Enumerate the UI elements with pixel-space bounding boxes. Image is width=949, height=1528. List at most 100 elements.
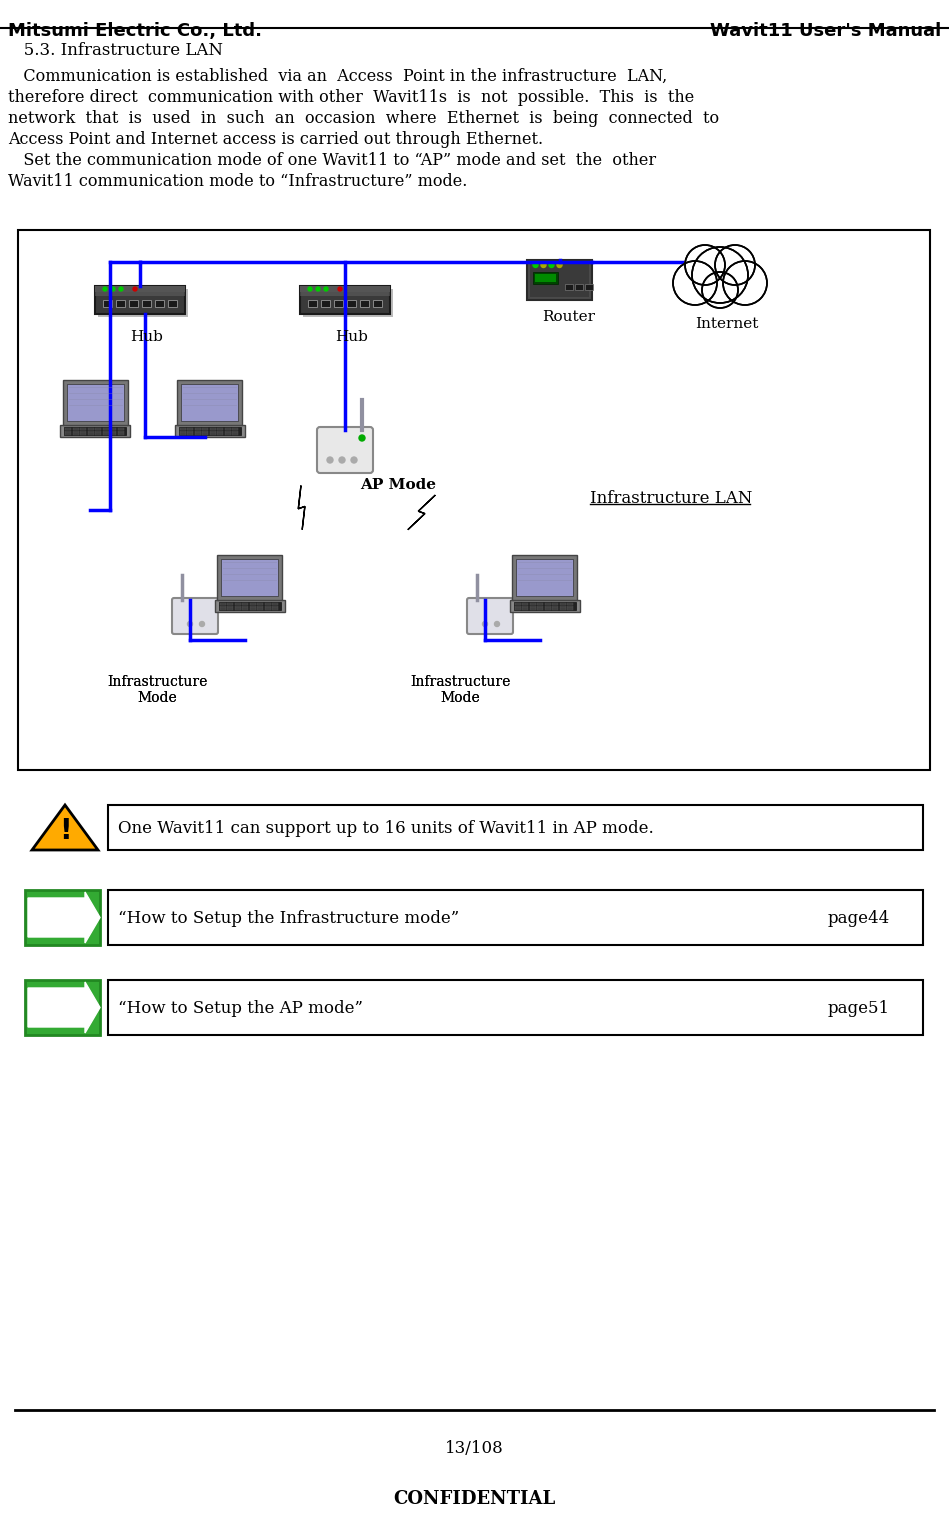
Circle shape bbox=[133, 287, 137, 290]
Bar bbox=[102, 428, 108, 429]
Text: !: ! bbox=[59, 817, 71, 845]
Bar bbox=[188, 428, 194, 429]
Bar bbox=[308, 299, 317, 307]
Bar bbox=[568, 604, 573, 605]
Bar bbox=[565, 284, 573, 290]
Bar bbox=[233, 432, 238, 435]
Bar bbox=[95, 428, 101, 429]
Bar bbox=[80, 432, 86, 435]
Bar bbox=[110, 431, 116, 432]
Bar bbox=[219, 602, 281, 610]
FancyBboxPatch shape bbox=[108, 805, 923, 850]
Bar bbox=[321, 299, 330, 307]
Text: Router: Router bbox=[542, 310, 595, 324]
FancyBboxPatch shape bbox=[317, 426, 373, 474]
Text: Access Point and Internet access is carried out through Ethernet.: Access Point and Internet access is carr… bbox=[8, 131, 543, 148]
Bar bbox=[514, 602, 576, 610]
Text: AP Mode: AP Mode bbox=[360, 478, 436, 492]
Bar bbox=[87, 428, 94, 429]
FancyBboxPatch shape bbox=[300, 286, 390, 313]
Bar bbox=[530, 604, 536, 605]
Bar bbox=[360, 299, 369, 307]
FancyBboxPatch shape bbox=[528, 260, 592, 299]
Bar bbox=[110, 432, 116, 435]
Circle shape bbox=[702, 272, 738, 309]
FancyBboxPatch shape bbox=[108, 979, 923, 1034]
Text: network  that  is  used  in  such  an  occasion  where  Ethernet  is  being  con: network that is used in such an occasion… bbox=[8, 110, 719, 127]
Bar bbox=[202, 428, 209, 429]
Bar bbox=[181, 384, 238, 422]
Circle shape bbox=[723, 261, 767, 306]
Bar bbox=[537, 604, 544, 605]
Bar bbox=[272, 605, 278, 608]
Bar bbox=[65, 428, 71, 429]
Polygon shape bbox=[298, 486, 305, 530]
Bar bbox=[80, 431, 86, 432]
Bar bbox=[95, 431, 101, 432]
Bar bbox=[535, 274, 556, 283]
Bar bbox=[515, 608, 521, 610]
Bar bbox=[243, 604, 249, 605]
Text: therefore direct  communication with other  Wavit11s  is  not  possible.  This  : therefore direct communication with othe… bbox=[8, 89, 695, 105]
Bar bbox=[530, 608, 536, 610]
FancyBboxPatch shape bbox=[175, 425, 245, 437]
Text: Hub: Hub bbox=[335, 330, 368, 344]
Bar bbox=[545, 605, 551, 608]
Text: “How to Setup the Infrastructure mode”: “How to Setup the Infrastructure mode” bbox=[118, 909, 459, 926]
Circle shape bbox=[316, 287, 320, 290]
Bar bbox=[233, 428, 238, 429]
Bar bbox=[515, 605, 521, 608]
Text: page44: page44 bbox=[828, 909, 890, 926]
Bar bbox=[585, 284, 593, 290]
Bar bbox=[217, 431, 224, 432]
FancyBboxPatch shape bbox=[95, 286, 185, 313]
Bar bbox=[233, 431, 238, 432]
Polygon shape bbox=[32, 805, 98, 850]
Bar bbox=[552, 608, 559, 610]
Bar bbox=[235, 604, 241, 605]
Text: Wavit11 User's Manual: Wavit11 User's Manual bbox=[710, 21, 941, 40]
Bar bbox=[545, 604, 551, 605]
Bar bbox=[142, 299, 151, 307]
Circle shape bbox=[103, 287, 107, 290]
FancyBboxPatch shape bbox=[60, 425, 130, 437]
Circle shape bbox=[549, 263, 554, 267]
Bar bbox=[188, 432, 194, 435]
Bar bbox=[560, 608, 566, 610]
Text: Internet: Internet bbox=[695, 316, 758, 332]
FancyBboxPatch shape bbox=[215, 601, 285, 613]
Circle shape bbox=[685, 244, 725, 286]
Bar bbox=[180, 428, 186, 429]
Bar bbox=[568, 608, 573, 610]
Polygon shape bbox=[28, 892, 100, 943]
Bar bbox=[228, 604, 233, 605]
Bar bbox=[265, 604, 271, 605]
Bar bbox=[95, 286, 185, 292]
Text: One Wavit11 can support up to 16 units of Wavit11 in AP mode.: One Wavit11 can support up to 16 units o… bbox=[118, 819, 654, 836]
Bar bbox=[347, 299, 356, 307]
Text: “How to Setup the AP mode”: “How to Setup the AP mode” bbox=[118, 999, 363, 1016]
FancyBboxPatch shape bbox=[512, 555, 578, 601]
Bar bbox=[537, 608, 544, 610]
Polygon shape bbox=[301, 466, 313, 545]
Text: Hub: Hub bbox=[130, 330, 163, 344]
Bar bbox=[217, 432, 224, 435]
Text: 13/108: 13/108 bbox=[445, 1439, 503, 1458]
Bar bbox=[116, 299, 125, 307]
Bar bbox=[373, 299, 382, 307]
Bar bbox=[523, 608, 529, 610]
Circle shape bbox=[698, 258, 742, 303]
Bar bbox=[537, 605, 544, 608]
Bar bbox=[272, 608, 278, 610]
Circle shape bbox=[533, 263, 538, 267]
Bar bbox=[515, 604, 521, 605]
Text: 5.3. Infrastructure LAN: 5.3. Infrastructure LAN bbox=[8, 41, 223, 60]
Text: Set the communication mode of one Wavit11 to “AP” mode and set  the  other: Set the communication mode of one Wavit1… bbox=[8, 151, 656, 170]
Text: Wavit11 communication mode to “Infrastructure” mode.: Wavit11 communication mode to “Infrastru… bbox=[8, 173, 467, 189]
Circle shape bbox=[338, 287, 342, 290]
Bar bbox=[552, 604, 559, 605]
Bar bbox=[523, 605, 529, 608]
Polygon shape bbox=[28, 983, 100, 1033]
Bar bbox=[265, 608, 271, 610]
Circle shape bbox=[188, 622, 193, 626]
